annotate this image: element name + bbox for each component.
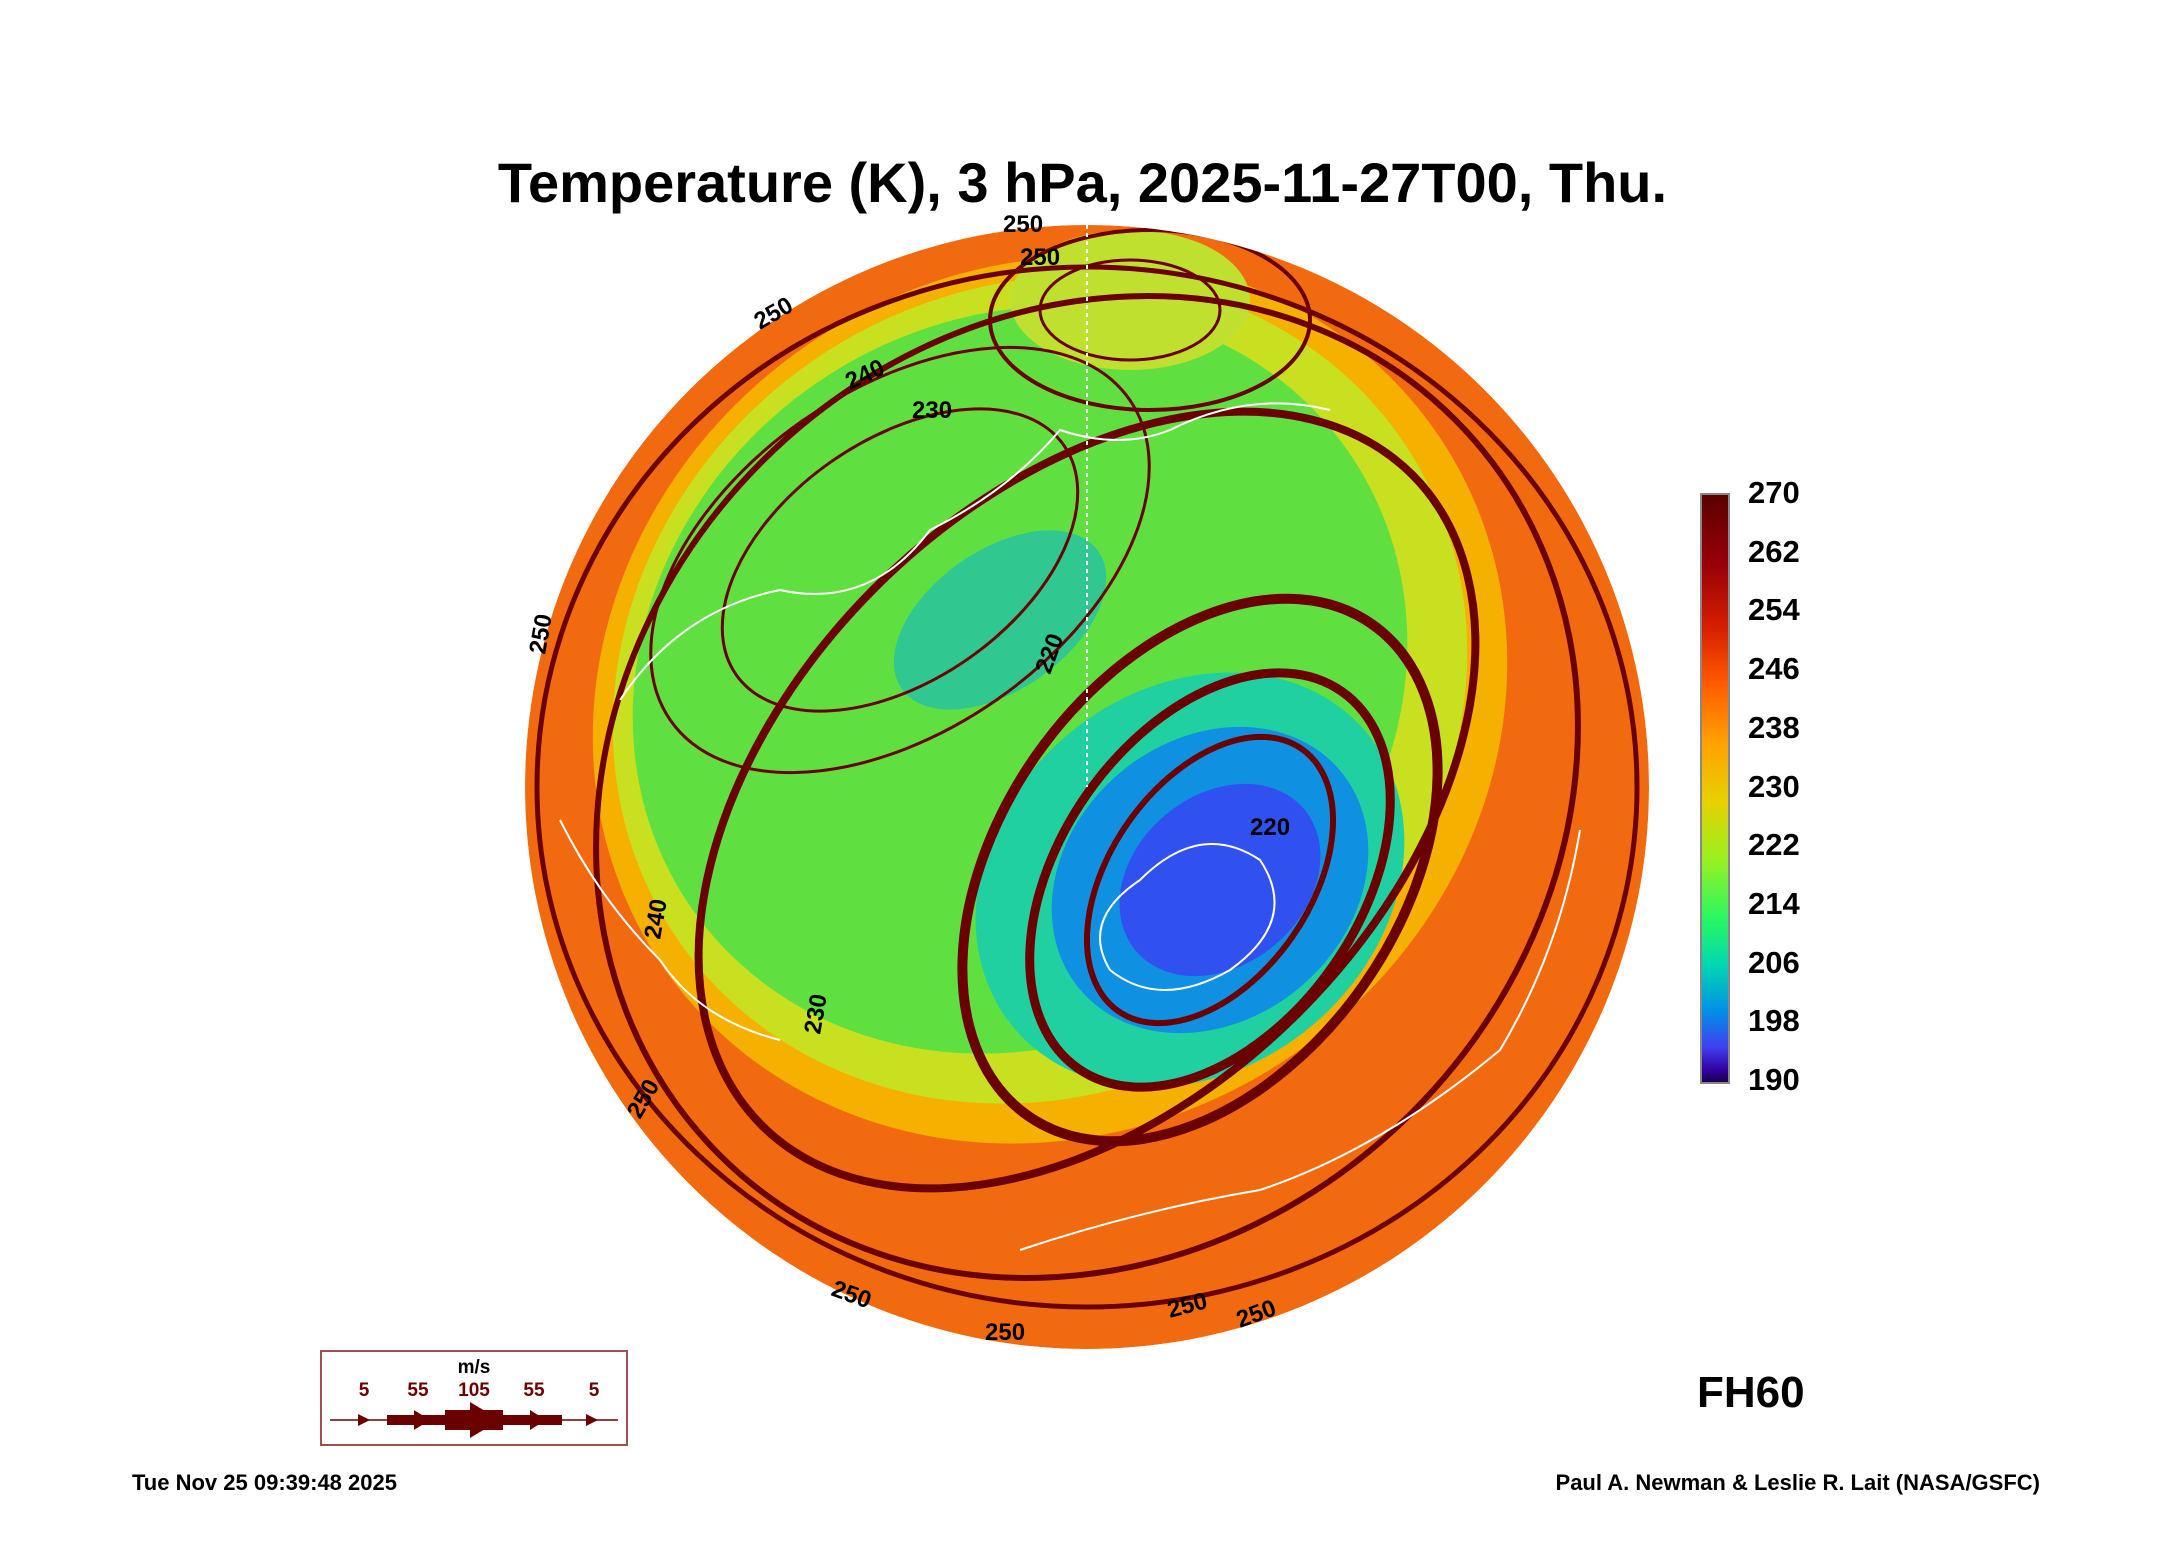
wind-arrow-scale: [330, 1402, 618, 1438]
arrow-icon: [586, 1414, 598, 1426]
colorbar-tick: 222: [1748, 827, 1800, 862]
colorbar-tick: 238: [1748, 710, 1800, 745]
plot-title: Temperature (K), 3 hPa, 2025-11-27T00, T…: [497, 151, 1668, 214]
wind-value: 55: [523, 1380, 545, 1401]
colorbar-tick: 246: [1748, 651, 1800, 686]
wind-unit: m/s: [457, 1357, 491, 1378]
wind-value: 5: [588, 1380, 600, 1401]
wind-value: 105: [458, 1380, 490, 1401]
wind-value: 55: [407, 1380, 429, 1401]
contour-label: 250: [985, 1319, 1025, 1346]
contour-label: 230: [912, 397, 952, 424]
colorbar-tick: 214: [1748, 886, 1800, 921]
contour-label: 250: [1020, 244, 1060, 271]
credit: Paul A. Newman & Leslie R. Lait (NASA/GS…: [1555, 1470, 2040, 1495]
contour-label: 220: [1250, 814, 1290, 841]
colorbar-tick: 230: [1748, 769, 1800, 804]
colorbar-tick: 190: [1748, 1062, 1800, 1097]
coastlines: [559, 402, 1581, 1251]
arrow-icon: [358, 1414, 370, 1426]
colorbar: [1700, 493, 1730, 1084]
colorbar-tick: 262: [1748, 534, 1800, 569]
forecast-hour: FH60: [1697, 1368, 1805, 1417]
colorbar-tick: 198: [1748, 1003, 1800, 1038]
wind-speed-legend: m/s 5 55 105 55 5: [320, 1350, 628, 1446]
arrow-icon: [414, 1410, 430, 1430]
streamlines: [534, 228, 1640, 1310]
contour-label: 250: [1003, 211, 1043, 238]
colorbar-tick: 254: [1748, 592, 1800, 627]
colorbar-tick: 270: [1748, 475, 1800, 510]
colorbar-tick: 206: [1748, 945, 1800, 980]
timestamp: Tue Nov 25 09:39:48 2025: [132, 1470, 397, 1495]
arrow-icon: [470, 1402, 500, 1438]
wind-value: 5: [358, 1380, 370, 1401]
arrow-icon: [530, 1410, 546, 1430]
